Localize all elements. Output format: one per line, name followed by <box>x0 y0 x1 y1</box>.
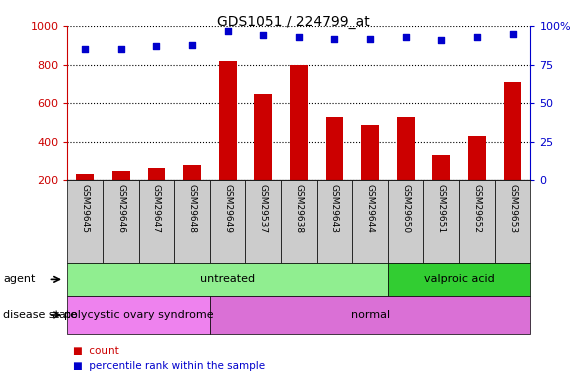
Point <box>188 42 197 48</box>
Text: ■  percentile rank within the sample: ■ percentile rank within the sample <box>73 361 265 370</box>
Bar <box>388 262 530 296</box>
Text: GSM29650: GSM29650 <box>401 184 410 233</box>
Bar <box>219 61 237 218</box>
Bar <box>495 180 530 262</box>
Text: disease state: disease state <box>3 310 77 320</box>
Bar <box>326 117 343 218</box>
Point <box>258 33 268 39</box>
Bar <box>76 174 94 218</box>
Bar <box>397 117 415 218</box>
Bar <box>67 262 388 296</box>
Point <box>437 37 446 43</box>
Text: GSM29648: GSM29648 <box>188 184 196 233</box>
Bar <box>432 155 450 218</box>
Point <box>152 43 161 49</box>
Bar <box>281 180 316 262</box>
Text: ■  count: ■ count <box>73 346 119 355</box>
Bar <box>139 180 174 262</box>
Point <box>508 31 517 37</box>
Bar <box>67 296 210 334</box>
Bar <box>183 165 201 218</box>
Point <box>401 34 410 40</box>
Bar <box>246 180 281 262</box>
Point <box>116 46 125 53</box>
Point <box>472 34 482 40</box>
Bar <box>424 180 459 262</box>
Bar <box>112 171 130 218</box>
Bar <box>503 82 522 218</box>
Text: GSM29653: GSM29653 <box>508 184 517 233</box>
Text: GSM29644: GSM29644 <box>366 184 374 233</box>
Text: GSM29645: GSM29645 <box>81 184 90 233</box>
Text: GSM29652: GSM29652 <box>472 184 482 233</box>
Text: untreated: untreated <box>200 274 255 284</box>
Text: GSM29647: GSM29647 <box>152 184 161 233</box>
Text: normal: normal <box>350 310 390 320</box>
Point <box>80 46 90 53</box>
Text: valproic acid: valproic acid <box>424 274 495 284</box>
Bar <box>459 180 495 262</box>
Point <box>294 34 304 40</box>
Point <box>330 36 339 42</box>
Bar <box>67 180 103 262</box>
Bar <box>352 180 388 262</box>
Text: polycystic ovary syndrome: polycystic ovary syndrome <box>64 310 213 320</box>
Bar <box>148 168 165 218</box>
Text: agent: agent <box>3 274 35 284</box>
Bar <box>254 93 272 218</box>
Point <box>223 28 232 34</box>
Text: GSM29646: GSM29646 <box>116 184 125 233</box>
Point <box>366 36 375 42</box>
Bar <box>210 296 530 334</box>
Text: GSM29649: GSM29649 <box>223 184 232 233</box>
Bar <box>174 180 210 262</box>
Bar <box>210 180 246 262</box>
Text: GSM29638: GSM29638 <box>294 184 304 233</box>
Bar <box>316 180 352 262</box>
Bar <box>103 180 139 262</box>
Bar <box>388 180 424 262</box>
Text: GDS1051 / 224799_at: GDS1051 / 224799_at <box>217 15 369 29</box>
Text: GSM29643: GSM29643 <box>330 184 339 233</box>
Text: GSM29537: GSM29537 <box>259 184 268 233</box>
Bar <box>468 136 486 218</box>
Bar <box>361 124 379 218</box>
Bar <box>290 64 308 218</box>
Text: GSM29651: GSM29651 <box>437 184 446 233</box>
